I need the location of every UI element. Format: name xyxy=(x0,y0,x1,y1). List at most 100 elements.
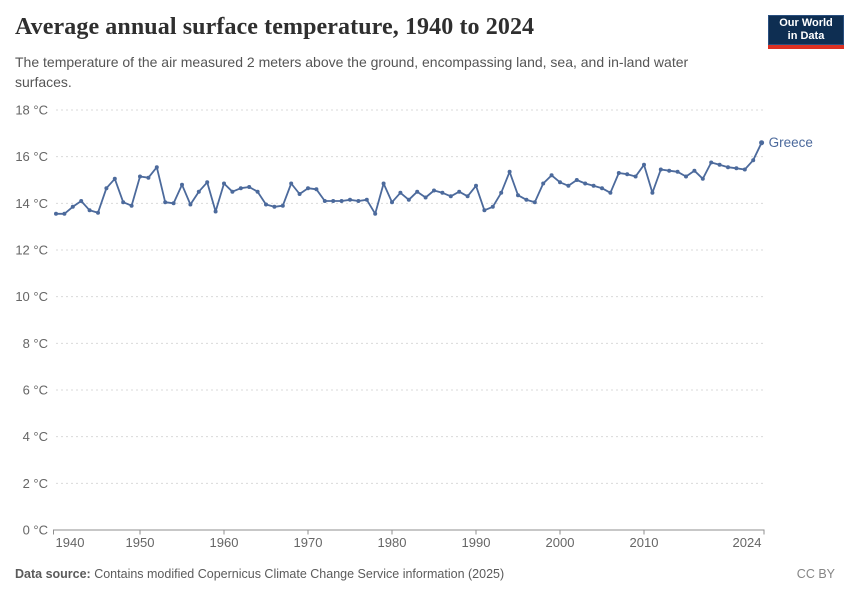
data-point[interactable] xyxy=(238,186,243,191)
data-point[interactable] xyxy=(608,190,613,195)
y-tick-label: 16 °C xyxy=(15,149,48,164)
data-point[interactable] xyxy=(742,167,747,172)
data-point[interactable] xyxy=(54,211,58,216)
data-point[interactable] xyxy=(448,194,453,199)
data-point[interactable] xyxy=(121,200,126,205)
data-point[interactable] xyxy=(549,173,554,178)
data-point[interactable] xyxy=(314,187,319,192)
data-point[interactable] xyxy=(440,190,445,195)
data-point[interactable] xyxy=(482,208,487,213)
data-point[interactable] xyxy=(112,176,117,181)
owid-logo-red-bar xyxy=(768,45,844,49)
data-point[interactable] xyxy=(759,140,765,146)
data-point[interactable] xyxy=(381,181,386,186)
data-point[interactable] xyxy=(373,211,378,216)
data-point[interactable] xyxy=(138,174,142,179)
data-point[interactable] xyxy=(709,160,714,165)
license-link[interactable]: CC BY xyxy=(796,567,835,581)
x-tick-label: 1970 xyxy=(294,535,323,550)
data-point[interactable] xyxy=(524,197,529,202)
data-point[interactable] xyxy=(692,168,697,173)
data-point[interactable] xyxy=(146,175,151,180)
x-tick-label: 2024 xyxy=(733,535,762,550)
data-point[interactable] xyxy=(616,171,621,175)
data-point[interactable] xyxy=(154,165,159,170)
data-point[interactable] xyxy=(87,208,92,213)
data-point[interactable] xyxy=(213,209,218,214)
data-point[interactable] xyxy=(205,180,210,185)
data-point[interactable] xyxy=(272,204,277,209)
data-point[interactable] xyxy=(574,178,579,182)
data-point[interactable] xyxy=(339,199,344,203)
data-point[interactable] xyxy=(507,169,512,174)
data-point[interactable] xyxy=(566,183,571,188)
data-point[interactable] xyxy=(255,189,260,194)
data-point[interactable] xyxy=(390,200,394,205)
y-tick-label: 0 °C xyxy=(23,523,48,538)
y-tick-label: 14 °C xyxy=(15,196,48,211)
data-point[interactable] xyxy=(667,168,672,173)
data-point[interactable] xyxy=(432,188,436,193)
data-point[interactable] xyxy=(734,166,739,171)
data-point[interactable] xyxy=(600,186,604,191)
data-point[interactable] xyxy=(297,192,302,196)
chart-subtitle: The temperature of the air measured 2 me… xyxy=(15,54,689,91)
data-point[interactable] xyxy=(541,181,546,186)
data-point[interactable] xyxy=(490,204,495,209)
data-point[interactable] xyxy=(196,189,201,194)
data-point[interactable] xyxy=(180,182,184,187)
data-point[interactable] xyxy=(642,162,646,167)
data-point[interactable] xyxy=(625,172,630,177)
data-point[interactable] xyxy=(356,199,361,203)
data-point[interactable] xyxy=(726,165,730,170)
data-point[interactable] xyxy=(171,201,176,206)
data-point[interactable] xyxy=(398,190,403,195)
data-point[interactable] xyxy=(96,210,100,215)
data-point[interactable] xyxy=(322,199,327,203)
data-point[interactable] xyxy=(289,181,294,186)
data-point[interactable] xyxy=(700,176,705,181)
data-point[interactable] xyxy=(104,186,109,191)
data-point[interactable] xyxy=(675,169,680,174)
data-point[interactable] xyxy=(465,194,470,199)
data-point[interactable] xyxy=(474,183,478,188)
data-point[interactable] xyxy=(406,197,411,202)
data-point[interactable] xyxy=(163,200,168,205)
data-point[interactable] xyxy=(751,158,756,163)
owid-logo[interactable]: Our World in Data xyxy=(768,15,844,49)
data-point[interactable] xyxy=(222,181,226,186)
data-point[interactable] xyxy=(129,203,134,208)
data-point[interactable] xyxy=(415,189,420,194)
chart-title: Average annual surface temperature, 1940… xyxy=(15,14,535,40)
data-point[interactable] xyxy=(717,162,722,167)
data-point[interactable] xyxy=(364,197,369,202)
data-point[interactable] xyxy=(684,174,688,179)
data-point[interactable] xyxy=(230,189,235,194)
data-point[interactable] xyxy=(583,181,588,186)
data-point[interactable] xyxy=(306,186,310,191)
data-point[interactable] xyxy=(79,199,84,203)
data-point[interactable] xyxy=(423,195,428,200)
data-point[interactable] xyxy=(247,185,252,189)
data-point[interactable] xyxy=(532,200,537,205)
entity-label-greece[interactable]: Greece xyxy=(769,135,813,150)
data-point[interactable] xyxy=(650,190,655,195)
data-point[interactable] xyxy=(658,167,663,172)
y-tick-label: 18 °C xyxy=(15,103,48,118)
data-point[interactable] xyxy=(499,190,504,195)
data-point[interactable] xyxy=(457,189,462,194)
data-point[interactable] xyxy=(70,204,75,209)
y-tick-label: 4 °C xyxy=(23,429,48,444)
data-point[interactable] xyxy=(591,183,596,188)
data-source-note: Data source: Contains modified Copernicu… xyxy=(15,567,504,581)
data-point[interactable] xyxy=(348,197,352,202)
x-tick-label: 2010 xyxy=(630,535,659,550)
data-point[interactable] xyxy=(62,211,67,216)
data-point[interactable] xyxy=(633,174,638,179)
data-point[interactable] xyxy=(516,193,520,198)
data-point[interactable] xyxy=(264,202,268,207)
data-point[interactable] xyxy=(188,202,193,207)
data-point[interactable] xyxy=(331,199,336,203)
data-point[interactable] xyxy=(558,180,562,185)
data-point[interactable] xyxy=(280,203,285,208)
